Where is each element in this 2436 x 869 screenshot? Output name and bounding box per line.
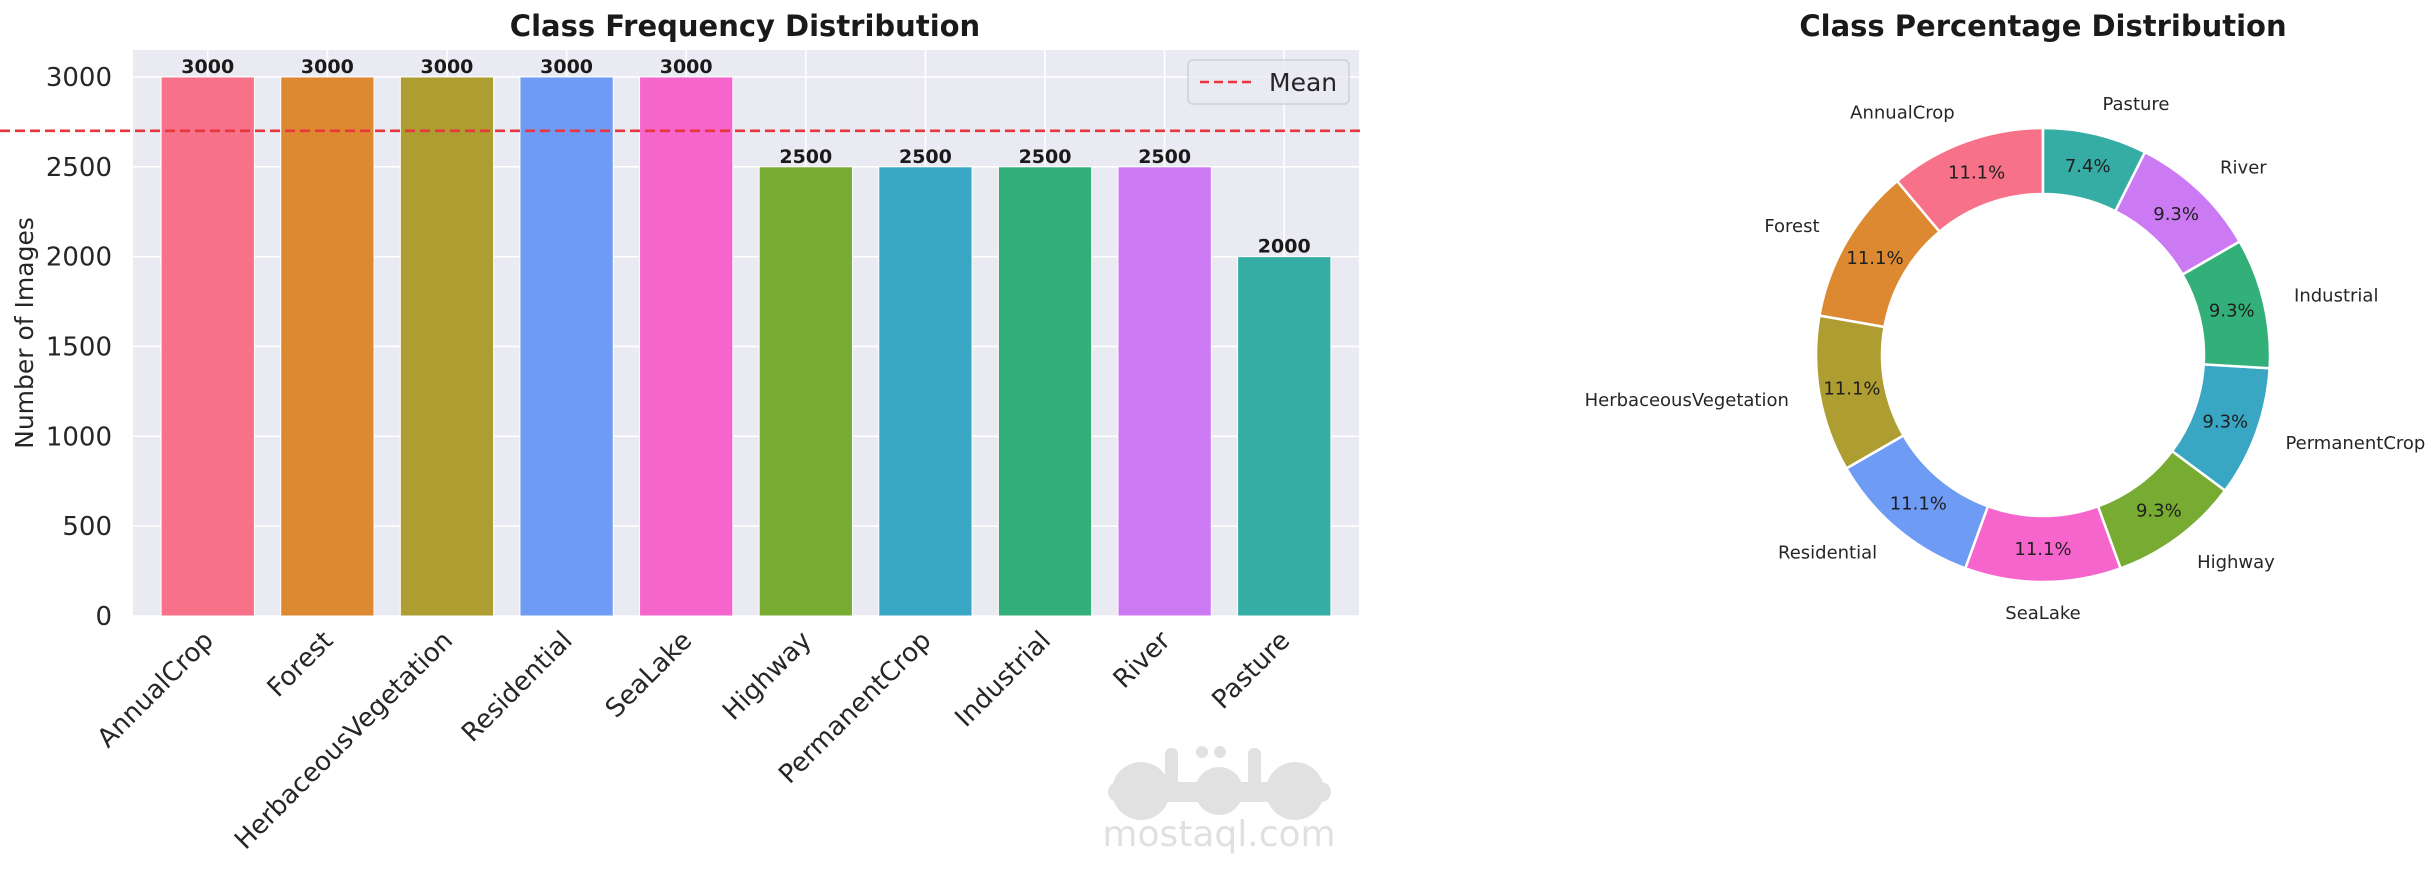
donut-slices (1814, 126, 2272, 584)
x-tick-label: Residential (456, 626, 578, 748)
y-tick-label: 1000 (46, 422, 112, 452)
donut-percent-label: 11.1% (1948, 163, 2005, 184)
donut-category-label: Pasture (2102, 94, 2169, 115)
donut-category-label: Industrial (2294, 286, 2378, 307)
legend-box (1187, 59, 1350, 105)
bar-herbaceousvegetation (399, 76, 495, 617)
bar-residential (519, 76, 614, 617)
donut-percent-label: 9.3% (2209, 300, 2255, 321)
bar-series (160, 76, 1332, 617)
donut-category-label: Residential (1778, 543, 1877, 564)
bar-annualcrop (160, 76, 255, 617)
y-tick-label: 500 (62, 512, 112, 542)
watermark-text: mostaql.com (1102, 814, 1335, 855)
donut-category-label: PermanentCrop (2285, 433, 2425, 454)
x-tick-label: AnnualCrop (92, 626, 220, 754)
donut-category-label: SeaLake (2005, 603, 2080, 624)
bar-value-label: 2500 (1019, 146, 1072, 168)
bar-value-label: 3000 (181, 56, 234, 78)
y-tick-label: 1500 (46, 332, 112, 362)
y-axis-ticks: 0 500 1000 1500 2000 2500 3000 (46, 63, 112, 632)
donut-percent-label: 11.1% (2014, 539, 2071, 560)
donut-percent-label: 11.1% (1890, 494, 1947, 515)
bar-forest (280, 76, 375, 617)
donut-percent-label: 11.1% (1846, 248, 1903, 269)
donut-category-label: AnnualCrop (1850, 103, 1955, 124)
donut-slice-pasture (2041, 126, 2147, 213)
donut-percent-label: 9.3% (2136, 501, 2182, 522)
donut-category-label: Forest (1764, 216, 1819, 237)
donut-category-label: HerbaceousVegetation (1585, 390, 1789, 411)
bar-chart-title: Class Frequency Distribution (510, 9, 980, 43)
x-tick-label: Highway (717, 626, 818, 727)
donut-labels: 11.1% AnnualCrop 11.1% Forest 11.1% Herbaceou… (1585, 94, 2426, 624)
y-tick-label: 2500 (46, 153, 112, 183)
legend: Mean (1187, 59, 1350, 105)
x-tick-label: Forest (262, 626, 340, 704)
donut-percent-label: 7.4% (2065, 156, 2111, 177)
bar-permanentcrop (878, 166, 973, 617)
donut-category-label: Highway (2197, 552, 2275, 573)
donut-category-label: River (2220, 157, 2267, 178)
bar-value-label: 2500 (899, 146, 952, 168)
donut-chart: Class Percentage Distribution 11.1% Annua… (1585, 9, 2426, 624)
bar-value-label: 2000 (1258, 236, 1311, 258)
bar-value-label: 2500 (779, 146, 832, 168)
x-tick-label: Industrial (950, 626, 1057, 733)
bar-industrial (997, 166, 1093, 617)
x-tick-label: SeaLake (600, 626, 698, 724)
bar-value-labels: 3000 3000 3000 3000 3000 2500 2500 2500 2500 2000 (181, 56, 1310, 258)
y-tick-label: 3000 (46, 63, 112, 93)
bar-value-label: 3000 (421, 56, 474, 78)
x-tick-label: HerbaceousVegetation (229, 626, 459, 856)
bar-chart: Class Frequency Distribution 3000 3000 300… (0, 9, 1363, 856)
bar-value-label: 3000 (540, 56, 593, 78)
y-axis-label: Number of Images (10, 217, 39, 449)
donut-percent-label: 9.3% (2153, 204, 2199, 225)
y-tick-label: 0 (95, 602, 112, 632)
bar-highway (758, 166, 853, 617)
y-tick-label: 2000 (46, 243, 112, 273)
donut-chart-title: Class Percentage Distribution (1799, 9, 2286, 43)
bar-sealake (639, 76, 734, 617)
donut-percent-label: 9.3% (2202, 411, 2248, 432)
bar-river (1117, 166, 1212, 617)
x-tick-label: River (1108, 626, 1177, 695)
bar-pasture (1237, 256, 1332, 617)
legend-mean-label: Mean (1269, 68, 1337, 97)
bar-value-label: 3000 (301, 56, 354, 78)
bar-value-label: 2500 (1138, 146, 1191, 168)
x-tick-label: Pasture (1207, 626, 1297, 716)
mostaql-watermark: mostaql.com (1102, 746, 1336, 855)
bar-value-label: 3000 (660, 56, 713, 78)
mostaql-logo (1108, 746, 1331, 820)
donut-percent-label: 11.1% (1823, 379, 1880, 400)
